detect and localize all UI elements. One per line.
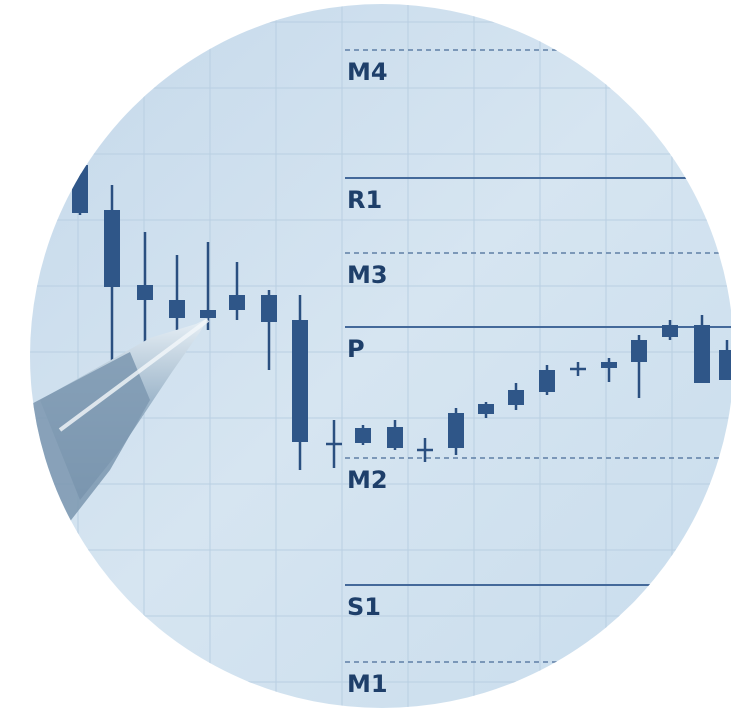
candle-body — [355, 428, 371, 443]
level-label: M4 — [347, 58, 388, 86]
candle-body — [631, 340, 647, 362]
candle-body — [508, 390, 524, 405]
candle-body — [169, 300, 185, 318]
pen-highlight — [58, 318, 210, 432]
level-label: M3 — [347, 261, 388, 289]
level-lines: M4 R1 M3 P M2 S1 M1 — [345, 49, 731, 698]
level-label: R1 — [347, 186, 382, 214]
candle-body — [448, 413, 464, 448]
candle-body — [104, 210, 120, 287]
level-label: S1 — [347, 593, 381, 621]
candle-body — [200, 310, 216, 318]
candle-body — [229, 295, 245, 310]
candle-body — [137, 285, 153, 300]
candle-body — [601, 362, 617, 368]
candle-body — [662, 325, 678, 337]
level-label: M2 — [347, 466, 388, 494]
level-label: M1 — [347, 670, 388, 698]
candle-body — [261, 295, 277, 322]
level-label: P — [347, 335, 365, 363]
candle-body — [72, 165, 88, 213]
candle-body — [539, 370, 555, 392]
candle-body — [478, 404, 494, 414]
candle-body — [387, 427, 403, 448]
candle-body — [719, 350, 731, 380]
candle-body — [694, 325, 710, 383]
candle-body — [292, 320, 308, 442]
